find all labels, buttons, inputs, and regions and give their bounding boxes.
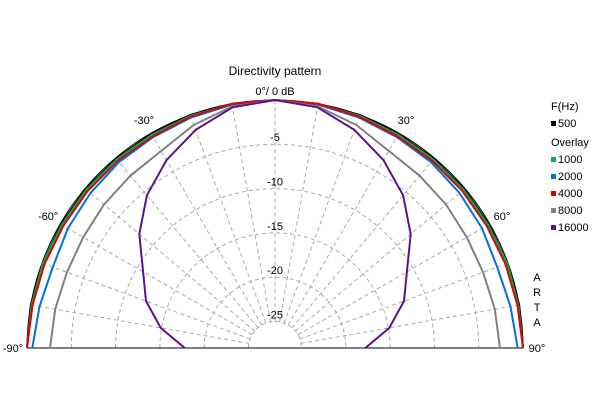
spoke bbox=[299, 262, 509, 340]
legend-label: 2000 bbox=[558, 171, 582, 183]
spoke bbox=[84, 188, 255, 332]
legend-label: 16000 bbox=[558, 222, 589, 234]
legend-label: 1000 bbox=[558, 154, 582, 166]
legend-swatch bbox=[551, 191, 556, 196]
ring-grid-line bbox=[70, 143, 480, 349]
spoke bbox=[115, 157, 259, 328]
legend-title: F(Hz) bbox=[551, 101, 579, 113]
spoke bbox=[283, 114, 361, 324]
legend-swatch bbox=[551, 208, 556, 213]
spoke bbox=[301, 304, 520, 344]
angle-tick-label: -90° bbox=[3, 343, 23, 355]
legend-overlay-label: Overlay bbox=[551, 137, 589, 149]
angle-tick-label: 60° bbox=[494, 211, 511, 223]
angle-tick-label: 90° bbox=[529, 343, 546, 355]
r-tick-label: -20 bbox=[267, 265, 283, 277]
spoke bbox=[279, 103, 319, 322]
spoke bbox=[41, 262, 251, 340]
angle-tick-label: -30° bbox=[134, 115, 154, 127]
legend-label: 500 bbox=[558, 118, 576, 130]
legend-swatch bbox=[551, 225, 556, 230]
angle-tick-label: 30° bbox=[398, 115, 415, 127]
angle-grid-line bbox=[59, 223, 253, 336]
r-tick-label: -25 bbox=[267, 309, 283, 321]
ring-grid-line bbox=[247, 321, 303, 349]
spoke bbox=[30, 304, 249, 344]
r-tick-label: -15 bbox=[267, 221, 283, 233]
spoke bbox=[189, 114, 267, 324]
angle-grid-line bbox=[150, 132, 263, 326]
legend-label: 8000 bbox=[558, 205, 582, 217]
r-tick-label: -5 bbox=[270, 132, 280, 144]
spoke bbox=[295, 188, 466, 332]
spoke bbox=[291, 157, 435, 328]
angle-grid-line bbox=[297, 223, 491, 336]
chart-title: Directivity pattern bbox=[229, 64, 322, 78]
legend-swatch bbox=[551, 174, 556, 179]
legend-label: 4000 bbox=[558, 188, 582, 200]
angle-tick-label: -60° bbox=[38, 211, 58, 223]
angle-tick-label: 0°/ 0 dB bbox=[255, 86, 294, 98]
ring-grid-line bbox=[203, 276, 347, 349]
legend-swatch bbox=[551, 121, 556, 126]
r-tick-label: -10 bbox=[267, 176, 283, 188]
watermark: ARTA bbox=[531, 272, 543, 332]
spoke bbox=[231, 103, 271, 322]
legend-swatch bbox=[551, 157, 556, 162]
angle-grid-line bbox=[287, 132, 400, 326]
series-line bbox=[138, 99, 412, 349]
